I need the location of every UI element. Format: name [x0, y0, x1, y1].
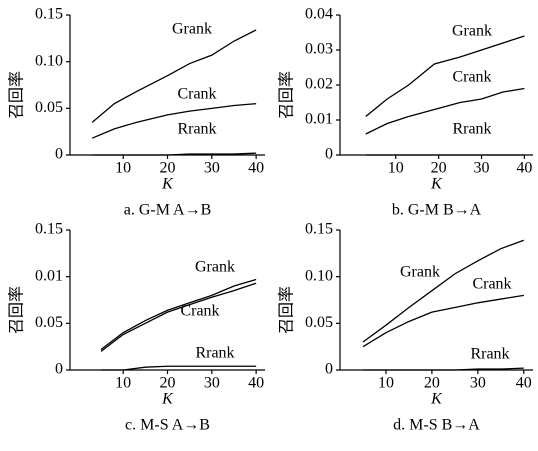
y-tick-label: 0.05 [35, 99, 63, 116]
series-line [100, 282, 257, 352]
x-tick-label: 40 [248, 160, 264, 177]
caption: a. G-M A→B [124, 202, 212, 219]
series-label: Crank [180, 303, 219, 320]
series-line [362, 239, 525, 343]
y-tick-label: 0.05 [35, 314, 63, 331]
series-label: Crank [452, 69, 491, 86]
x-tick-label: 30 [470, 375, 486, 392]
x-tick-label: 20 [160, 375, 176, 392]
series-line [91, 29, 257, 123]
series-label: Grank [452, 23, 492, 40]
series-label: Rrank [177, 121, 216, 138]
x-tick-label: 40 [516, 375, 532, 392]
series-label: Grank [195, 259, 235, 276]
caption: c. M-S A→B [125, 417, 210, 434]
y-tick-label: 0.15 [305, 221, 333, 238]
y-tick-label: 0.15 [35, 6, 63, 23]
y-tick-label: 0.02 [305, 76, 333, 93]
series-label: Crank [177, 86, 216, 103]
axes [69, 230, 265, 371]
y-tick-label: 0.01 [305, 111, 333, 128]
x-tick-label: 20 [424, 375, 440, 392]
y-tick-label: 0.15 [35, 221, 63, 238]
axes [339, 15, 533, 156]
x-axis-label: K [430, 391, 443, 408]
y-tick-label: 0.05 [305, 314, 333, 331]
series-line [101, 365, 257, 371]
x-axis-label: K [161, 176, 174, 193]
series-line [365, 87, 525, 135]
axes [69, 15, 265, 156]
x-tick-label: 10 [115, 375, 131, 392]
y-tick-label: 0 [325, 146, 333, 163]
y-tick-label: 0.10 [35, 52, 63, 69]
series-label: Grank [400, 264, 440, 281]
series-label: Crank [472, 276, 511, 293]
y-tick-label: 0.04 [305, 6, 333, 23]
series-line [362, 367, 524, 371]
x-tick-label: 40 [248, 375, 264, 392]
x-tick-label: 10 [115, 160, 131, 177]
y-tick-label: 0.01 [35, 267, 63, 284]
series-label: Rrank [195, 345, 234, 362]
series-label: Rrank [452, 121, 491, 138]
x-tick-label: 40 [516, 160, 532, 177]
y-tick-label: 0.10 [305, 267, 333, 284]
caption: d. M-S B→A [393, 417, 480, 434]
x-tick-label: 10 [388, 160, 404, 177]
x-axis-label: K [161, 391, 174, 408]
series-line [91, 103, 257, 139]
y-tick-label: 0 [325, 361, 333, 378]
y-tick-label: 0 [55, 146, 63, 163]
x-tick-label: 20 [160, 160, 176, 177]
y-tick-label: 0.03 [305, 41, 333, 58]
series-line [92, 152, 257, 156]
series-label: Rrank [470, 346, 509, 363]
y-axis-label: 召回率 [278, 286, 296, 334]
x-tick-label: 10 [378, 375, 394, 392]
y-axis-label: 召回率 [278, 71, 296, 119]
x-axis-label: K [430, 176, 443, 193]
x-tick-label: 30 [204, 160, 220, 177]
x-tick-label: 30 [474, 160, 490, 177]
caption: b. G-M B→A [392, 202, 482, 219]
y-axis-label: 召回率 [8, 286, 26, 334]
y-tick-label: 0 [55, 361, 63, 378]
series-label: Grank [172, 21, 212, 38]
series-line [365, 35, 525, 118]
series-line [362, 294, 524, 348]
x-tick-label: 30 [204, 375, 220, 392]
series-line [100, 278, 257, 350]
x-tick-label: 20 [431, 160, 447, 177]
y-axis-label: 召回率 [8, 71, 26, 119]
